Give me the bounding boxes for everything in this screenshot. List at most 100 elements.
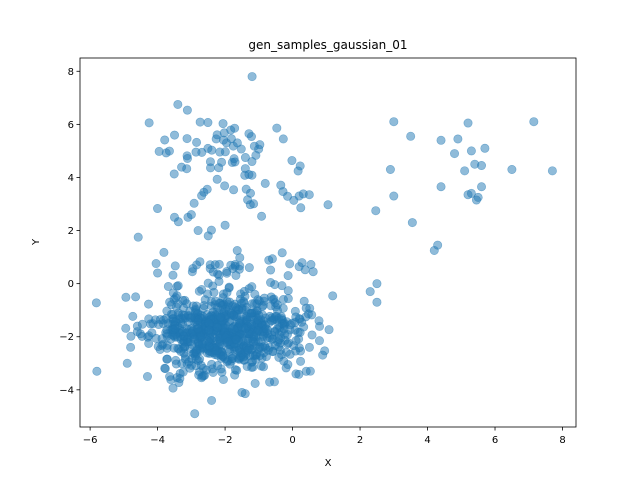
data-point <box>247 282 257 292</box>
data-point <box>169 169 179 179</box>
plot-frame <box>79 57 577 428</box>
data-point <box>372 279 382 289</box>
data-point <box>182 105 192 115</box>
data-point <box>121 292 131 302</box>
data-point <box>185 363 195 373</box>
data-point <box>283 271 293 281</box>
y-axis: −4 −2 0 2 4 6 8 <box>59 67 80 396</box>
data-point <box>203 118 213 128</box>
data-point <box>170 261 180 271</box>
data-point <box>261 324 271 334</box>
data-point <box>154 146 164 156</box>
points-layer <box>91 72 557 419</box>
data-point <box>173 299 183 309</box>
x-tick-label: 6 <box>492 435 498 446</box>
data-point <box>296 356 306 366</box>
data-point <box>283 191 293 201</box>
data-point <box>268 295 278 305</box>
data-point <box>209 287 219 297</box>
data-point <box>169 212 179 222</box>
data-point <box>168 383 178 393</box>
data-point <box>466 146 476 156</box>
data-point <box>197 191 207 201</box>
data-point <box>203 278 213 288</box>
data-point <box>463 118 473 128</box>
data-point <box>192 137 202 147</box>
data-point <box>202 309 212 319</box>
data-point <box>277 318 287 328</box>
data-point <box>318 350 328 360</box>
data-point <box>307 330 317 340</box>
x-tick-label: 0 <box>289 435 295 446</box>
data-point <box>235 261 245 271</box>
y-tick-label: −2 <box>59 332 74 343</box>
data-point <box>170 130 180 140</box>
data-point <box>436 135 446 145</box>
data-point <box>304 342 314 352</box>
data-point <box>215 312 225 322</box>
data-point <box>121 323 131 333</box>
data-point <box>210 349 220 359</box>
data-point <box>371 206 381 216</box>
data-point <box>191 147 201 157</box>
data-point <box>220 220 230 230</box>
data-point <box>126 331 136 341</box>
data-point <box>230 123 240 133</box>
y-tick-label: −4 <box>59 385 74 396</box>
data-point <box>218 375 228 385</box>
data-point <box>170 324 180 334</box>
data-point <box>220 147 230 157</box>
x-tick-label: 8 <box>559 435 565 446</box>
data-point <box>175 374 185 384</box>
data-point <box>153 204 163 214</box>
data-point <box>547 166 557 176</box>
data-point <box>278 134 288 144</box>
data-point <box>244 263 254 273</box>
data-point <box>173 281 183 291</box>
data-point <box>207 395 217 405</box>
data-point <box>210 260 220 270</box>
data-point <box>480 143 490 153</box>
data-point <box>406 131 416 141</box>
data-point <box>261 313 271 323</box>
data-point <box>436 182 446 192</box>
y-axis-label: Y <box>31 238 42 246</box>
data-point <box>92 366 102 376</box>
data-point <box>173 99 183 109</box>
data-point <box>171 355 181 365</box>
data-point <box>453 134 463 144</box>
data-point <box>272 123 282 133</box>
data-point <box>372 297 382 307</box>
data-point <box>291 369 301 379</box>
data-point <box>229 324 239 334</box>
data-point <box>281 363 291 373</box>
y-tick-label: 0 <box>68 279 74 290</box>
data-point <box>200 295 210 305</box>
data-point <box>285 259 295 269</box>
x-tick-label: 4 <box>424 435 430 446</box>
data-point <box>144 118 154 128</box>
data-point <box>248 362 258 372</box>
data-point <box>91 298 101 308</box>
data-point <box>235 253 245 263</box>
data-point <box>240 153 250 163</box>
data-point <box>477 182 487 192</box>
data-point <box>182 151 192 161</box>
data-point <box>164 146 174 156</box>
data-point <box>131 292 141 302</box>
data-point <box>281 347 291 357</box>
data-point <box>389 191 399 201</box>
data-point <box>189 334 199 344</box>
data-point <box>229 185 239 195</box>
data-point <box>304 190 314 200</box>
data-point <box>300 265 310 275</box>
data-point <box>328 291 338 301</box>
data-point <box>153 341 163 351</box>
y-tick-label: 8 <box>68 67 74 78</box>
data-point <box>252 305 262 315</box>
data-point <box>212 174 222 184</box>
data-point <box>246 320 256 330</box>
data-point <box>256 361 266 371</box>
data-point <box>232 138 242 148</box>
data-point <box>196 360 206 370</box>
